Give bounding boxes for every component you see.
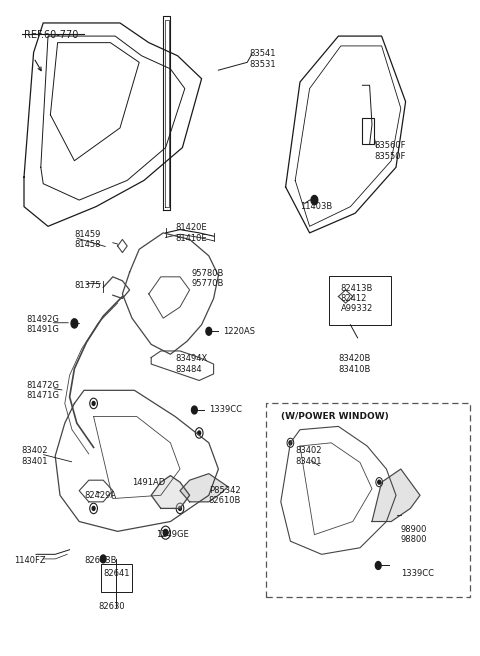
Text: 1339CC: 1339CC [401,569,434,579]
Circle shape [163,529,168,536]
Text: 81492G
81491G: 81492G 81491G [26,315,59,335]
Circle shape [71,319,78,328]
Text: 83541
83531: 83541 83531 [250,49,276,69]
Text: 1339CC: 1339CC [209,405,242,415]
Text: P85342
82610B: P85342 82610B [209,485,241,505]
Text: 1491AD: 1491AD [132,478,165,487]
Circle shape [192,406,197,414]
Circle shape [198,431,201,435]
Bar [266,403,470,597]
Circle shape [92,401,95,405]
Polygon shape [180,474,228,502]
Text: 81472G
81471G: 81472G 81471G [26,380,60,400]
Bar [101,564,132,592]
Circle shape [92,506,95,510]
Text: 95780B
95770B: 95780B 95770B [192,269,224,289]
Circle shape [378,480,381,484]
Text: 1140FZ: 1140FZ [14,556,46,565]
Text: 82641: 82641 [103,569,130,579]
Text: 11403B: 11403B [300,202,332,211]
Polygon shape [372,469,420,522]
Text: 82630: 82630 [98,602,125,611]
Text: 83494X
83484: 83494X 83484 [175,354,207,374]
Text: 82643B: 82643B [84,556,117,565]
Circle shape [311,195,318,205]
Text: 83420B
83410B: 83420B 83410B [338,354,371,374]
Text: 81459
81458: 81459 81458 [74,230,101,249]
Text: 83402
83401: 83402 83401 [22,446,48,466]
Bar [329,276,391,325]
Circle shape [179,506,181,510]
Text: 1220AS: 1220AS [223,327,255,336]
Text: 98900
98800: 98900 98800 [401,525,427,544]
Polygon shape [151,476,190,508]
Circle shape [100,555,106,563]
Text: 82413B
82412
A99332: 82413B 82412 A99332 [341,283,373,314]
Text: 83402
83401: 83402 83401 [295,446,322,466]
Text: REF.60-770: REF.60-770 [24,30,78,39]
Text: 82429A: 82429A [84,491,116,500]
Text: 1249GE: 1249GE [156,530,189,539]
Circle shape [289,441,292,445]
Text: (W/POWER WINDOW): (W/POWER WINDOW) [281,412,388,421]
Bar [362,118,374,144]
Circle shape [375,562,381,569]
Text: 83560F
83550F: 83560F 83550F [374,141,406,161]
Text: 81420E
81410E: 81420E 81410E [175,223,207,243]
Circle shape [206,327,212,335]
Text: 81375: 81375 [74,281,101,290]
